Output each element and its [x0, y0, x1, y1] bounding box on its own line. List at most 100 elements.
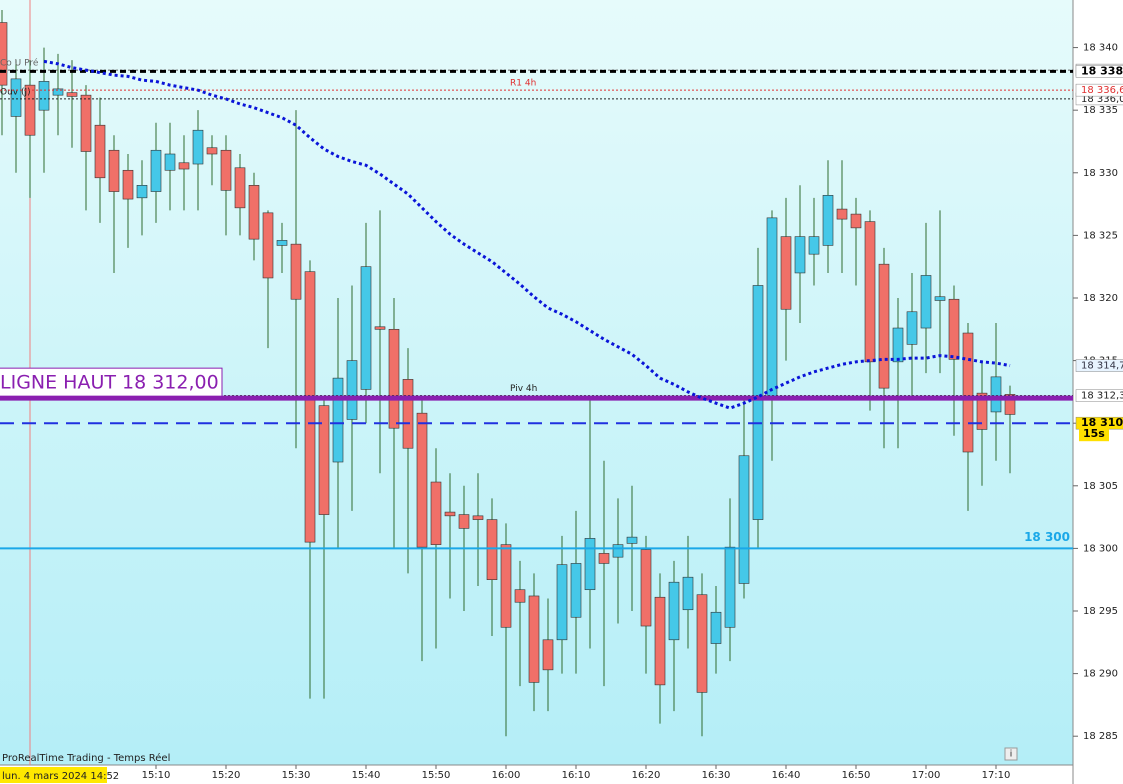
candle-body [836, 208, 848, 220]
candle-body [164, 153, 176, 171]
candle-body [752, 285, 764, 520]
candle-body [136, 185, 148, 199]
candle-body [920, 275, 932, 329]
x-tick-label: 16:50 [842, 770, 871, 781]
y-tick-label: 18 305 [1083, 481, 1118, 492]
level-name: Co U Pré [0, 58, 39, 69]
candle-body [682, 576, 694, 611]
candle-body [850, 213, 862, 229]
candle-body [122, 169, 134, 200]
x-tick-label: 15:50 [422, 770, 451, 781]
candle-body [402, 379, 414, 449]
candle-body [640, 549, 652, 627]
candle-body [66, 92, 78, 97]
candle-body [318, 405, 330, 515]
level-name: LIGNE HAUT 18 312,00 [0, 372, 219, 394]
candle-body [598, 553, 610, 564]
candle-body [528, 595, 540, 683]
y-tick-label: 18 340 [1083, 43, 1118, 54]
candle-body [696, 594, 708, 693]
candle-body [864, 221, 876, 363]
level-price-label: 18 338, [1081, 64, 1123, 77]
candle-body [668, 581, 680, 641]
candle-body [976, 392, 988, 430]
time-axis [0, 765, 1073, 784]
candle-body [584, 538, 596, 591]
level-price-label: 18 312,3 [1081, 391, 1123, 402]
candle-body [416, 412, 428, 548]
x-tick-label: 17:00 [912, 770, 941, 781]
x-tick-label: 16:30 [702, 770, 731, 781]
source-label: ProRealTime Trading - Temps Réel [2, 752, 170, 764]
level-name: Ouv (J) [0, 87, 31, 97]
level-price-label: 18 336,0 [1081, 94, 1123, 105]
candle-body [710, 611, 722, 644]
x-tick-label: 16:00 [492, 770, 521, 781]
level-price-label: 18 300 [1024, 530, 1070, 544]
x-tick-label: 17:10 [982, 770, 1011, 781]
candle-body [290, 243, 302, 300]
level-price-label: 18 336,6 [1081, 85, 1123, 96]
ma-price-box [1075, 359, 1123, 372]
candle-body [962, 332, 974, 453]
candle-body [906, 311, 918, 345]
y-tick-label: 18 300 [1083, 543, 1118, 554]
y-tick-label: 18 320 [1083, 293, 1118, 304]
level-price-label: 18 310, [1081, 416, 1123, 429]
candle-body [458, 514, 470, 529]
candle-body [38, 81, 50, 111]
x-tick-label: 15:10 [142, 770, 171, 781]
level-price-box [1075, 389, 1123, 402]
candle-body [542, 639, 554, 671]
candle-body [948, 298, 960, 360]
candle-body [612, 544, 624, 558]
candle-body [514, 589, 526, 603]
moving-average [43, 59, 1011, 410]
x-tick-label: 16:10 [562, 770, 591, 781]
candle-body [934, 296, 946, 301]
candle-body [234, 167, 246, 209]
info-icon[interactable] [1004, 747, 1018, 761]
level-price-box [1075, 65, 1123, 78]
x-tick-label: 16:40 [772, 770, 801, 781]
candle-body [206, 147, 218, 155]
candle-body [178, 162, 190, 170]
candle-body [990, 376, 1002, 413]
level-name-box [0, 367, 223, 397]
timer-box [1079, 426, 1109, 442]
x-tick-label: 15:30 [282, 770, 311, 781]
level-name: R1 4h [510, 79, 536, 89]
level-name: Piv 4h [510, 384, 537, 394]
candle-body [220, 149, 232, 191]
candle-body [10, 78, 22, 117]
candle-body [346, 360, 358, 420]
x-tick-label: 16:20 [632, 770, 661, 781]
candle-body [80, 94, 92, 152]
candle-body [262, 212, 274, 279]
x-tick-label: 15:20 [212, 770, 241, 781]
candle-body [24, 84, 36, 136]
candle-body [738, 455, 750, 584]
candle-body [248, 185, 260, 240]
candle-body [1004, 394, 1016, 415]
cursor-label: lun. 4 mars 2024 14:52 [2, 771, 119, 782]
candle-body [430, 481, 442, 545]
candle-body [878, 263, 890, 389]
timer-label: 15s [1083, 427, 1105, 440]
candle-body [500, 544, 512, 628]
candle-body [304, 271, 316, 543]
candle-body [52, 88, 64, 96]
candle-body [570, 563, 582, 618]
candle-body [192, 129, 204, 165]
y-tick-label: 18 330 [1083, 168, 1118, 179]
candle-body [556, 564, 568, 641]
candle-body [0, 22, 8, 86]
candle-body [780, 236, 792, 310]
candle-body [332, 377, 344, 463]
candle-body [626, 536, 638, 544]
candle-body [388, 328, 400, 429]
candle-body [276, 240, 288, 246]
candle-body [360, 266, 372, 390]
x-tick-label: 15:40 [352, 770, 381, 781]
candle-body [794, 236, 806, 274]
